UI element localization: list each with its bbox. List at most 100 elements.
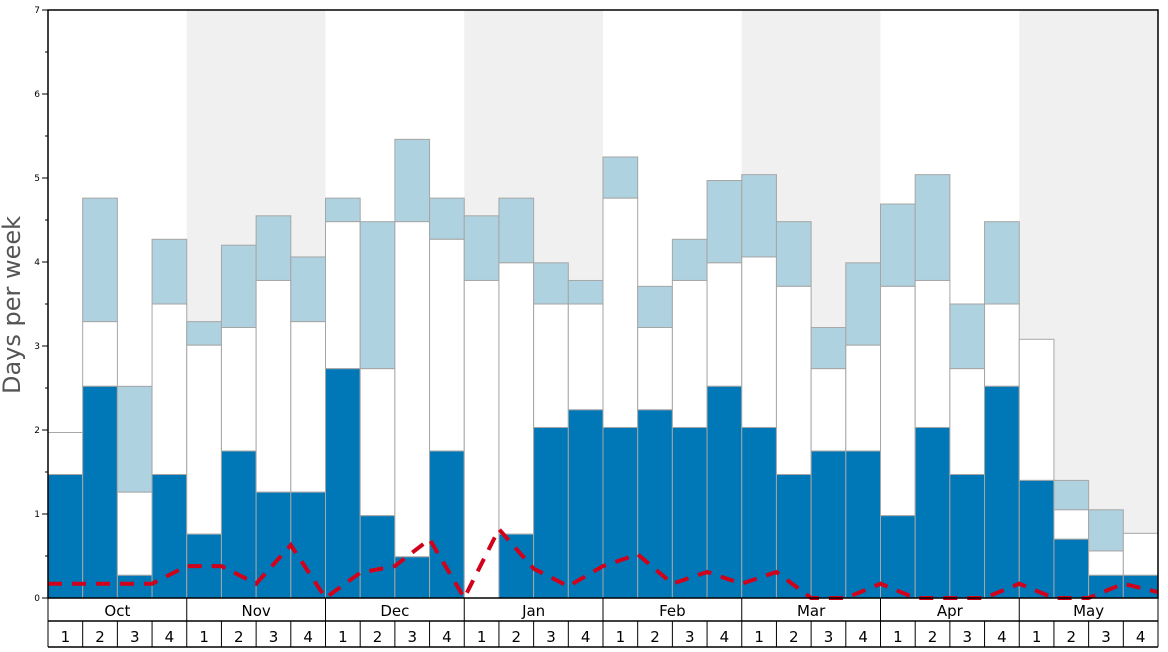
bar-bottom-apr-3 [950,475,985,598]
week-label-9: 1 [338,628,348,646]
month-label-jan: Jan [521,602,545,620]
bar-top-nov-2 [221,245,256,327]
bar-middle-jan-2 [499,263,534,534]
bar-middle-mar-2 [776,286,811,474]
y-tick-label-7: 7 [34,6,40,16]
week-label-28: 4 [997,628,1007,646]
bar-top-oct-4 [152,239,187,304]
bar-middle-jan-1 [464,280,499,598]
bar-middle-dec-2 [360,369,395,516]
bar-middle-mar-4 [846,345,881,451]
bar-middle-dec-1 [326,222,361,369]
month-label-may: May [1073,602,1104,620]
bar-middle-feb-1 [603,198,638,427]
week-label-20: 4 [720,628,730,646]
week-label-32: 4 [1136,628,1146,646]
month-label-feb: Feb [659,602,686,620]
week-label-8: 4 [303,628,313,646]
bar-middle-nov-1 [187,345,222,534]
week-label-22: 2 [789,628,799,646]
bar-bottom-oct-2 [83,386,118,598]
bar-middle-dec-3 [395,222,430,557]
y-axis-label: Days per week [0,216,26,394]
week-label-30: 2 [1067,628,1077,646]
month-label-apr: Apr [937,602,964,620]
bar-top-jan-4 [568,280,603,304]
bar-top-mar-3 [811,328,846,369]
week-label-6: 2 [234,628,244,646]
bar-top-dec-2 [360,222,395,369]
bar-bottom-jan-2 [499,534,534,598]
week-label-12: 4 [442,628,452,646]
week-label-31: 3 [1101,628,1111,646]
week-label-26: 2 [928,628,938,646]
bar-middle-jan-3 [534,304,569,427]
month-label-oct: Oct [104,602,130,620]
bar-middle-dec-4 [430,239,465,451]
bar-top-may-3 [1089,510,1124,551]
week-label-21: 1 [754,628,764,646]
bar-bottom-apr-2 [915,427,950,598]
week-label-27: 3 [962,628,972,646]
week-label-29: 1 [1032,628,1042,646]
bar-top-oct-3 [117,386,152,492]
bar-top-may-2 [1054,480,1089,509]
bar-bottom-oct-3 [117,575,152,598]
week-label-13: 1 [477,628,487,646]
bar-middle-feb-2 [638,328,673,410]
bar-middle-nov-2 [221,328,256,451]
bar-bottom-nov-4 [291,492,326,598]
bar-middle-mar-1 [742,257,777,428]
week-label-25: 1 [893,628,903,646]
bar-middle-may-4 [1123,533,1158,575]
bar-top-apr-1 [881,204,916,286]
y-tick-label-3: 3 [34,342,40,352]
bar-top-nov-4 [291,257,326,322]
y-tick-label-6: 6 [34,90,40,100]
bar-middle-mar-3 [811,369,846,451]
week-label-4: 4 [165,628,175,646]
bar-middle-nov-4 [291,322,326,493]
bar-bottom-oct-1 [48,475,83,598]
bar-bottom-mar-2 [776,475,811,598]
week-label-10: 2 [373,628,383,646]
bar-middle-nov-3 [256,280,291,492]
week-label-17: 1 [616,628,626,646]
bar-top-jan-2 [499,198,534,263]
bar-middle-may-1 [1019,339,1054,480]
bar-middle-jan-4 [568,304,603,410]
bar-bottom-feb-1 [603,427,638,598]
week-label-24: 4 [858,628,868,646]
y-tick-label-5: 5 [34,174,40,184]
bar-top-mar-4 [846,263,881,345]
bar-bottom-dec-2 [360,516,395,598]
bar-bottom-may-1 [1019,480,1054,598]
bar-top-dec-4 [430,198,465,239]
bar-middle-apr-1 [881,286,916,515]
bar-top-jan-1 [464,216,499,281]
week-label-7: 3 [269,628,279,646]
bar-top-apr-2 [915,175,950,281]
week-label-15: 3 [546,628,556,646]
y-tick-label-4: 4 [34,258,40,268]
bar-top-mar-2 [776,222,811,287]
bar-middle-may-2 [1054,510,1089,539]
bar-bottom-nov-3 [256,492,291,598]
bar-middle-may-3 [1089,551,1124,575]
bar-middle-oct-3 [117,492,152,575]
month-label-nov: Nov [241,602,270,620]
week-label-14: 2 [512,628,522,646]
bar-bottom-dec-4 [430,451,465,598]
y-tick-label-1: 1 [34,510,40,520]
week-label-18: 2 [650,628,660,646]
month-label-dec: Dec [380,602,409,620]
bar-bottom-oct-4 [152,475,187,598]
bar-bottom-mar-3 [811,451,846,598]
week-label-11: 3 [407,628,417,646]
bar-middle-apr-4 [985,304,1020,386]
bar-middle-feb-4 [707,263,742,386]
bar-middle-feb-3 [672,280,707,427]
bar-middle-apr-2 [915,280,950,427]
